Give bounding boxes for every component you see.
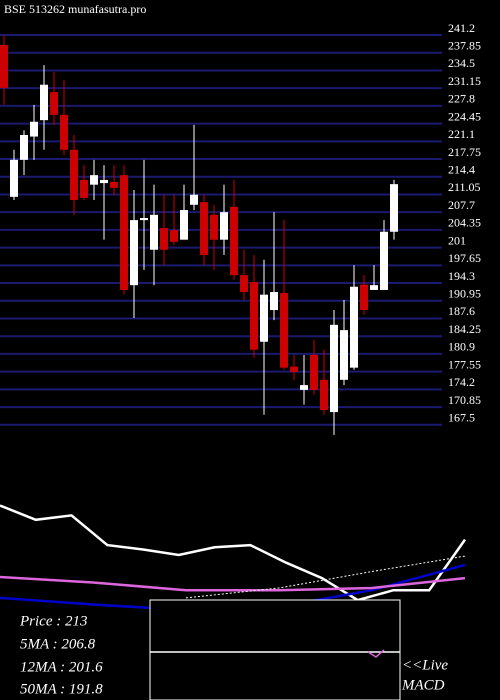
candle-body — [190, 194, 198, 205]
indicator-line — [185, 555, 466, 599]
candle-body — [300, 385, 308, 390]
y-tick-label: 231.15 — [448, 74, 481, 88]
legend-50ma: 50MA : 191.8 — [20, 681, 103, 697]
candle-body — [330, 324, 338, 413]
candle-body — [130, 220, 138, 286]
candle-body — [150, 214, 158, 250]
candle-body — [210, 214, 218, 240]
candle-body — [110, 182, 118, 188]
legend-12ma: 12MA : 201.6 — [20, 659, 103, 675]
candle-body — [340, 330, 348, 380]
y-tick-label: 217.75 — [448, 145, 481, 159]
y-tick-label: 207.7 — [448, 198, 475, 212]
candle-body — [320, 379, 328, 410]
candle-body — [20, 134, 28, 160]
candle-body — [160, 228, 168, 250]
candle-body — [260, 294, 268, 342]
y-tick-label: 194.3 — [448, 269, 475, 283]
y-tick-label: 187.6 — [448, 304, 475, 318]
y-tick-label: 234.5 — [448, 56, 475, 70]
indicator-panel — [149, 599, 401, 700]
candle-body — [120, 175, 128, 290]
chart-title: BSE 513262 munafasutra.pro — [4, 2, 146, 16]
y-tick-label: 167.5 — [448, 411, 475, 425]
candle-body — [310, 354, 318, 390]
legend-price: Price : 213 — [19, 613, 87, 629]
candle-body — [40, 84, 48, 121]
candle-body — [60, 114, 68, 150]
y-tick-label: 170.85 — [448, 393, 481, 407]
live-label: <<Live — [402, 657, 448, 673]
candle-body — [0, 45, 8, 88]
y-tick-label: 180.9 — [448, 340, 475, 354]
candle-body — [230, 206, 238, 276]
candle-body — [30, 121, 38, 137]
candle-body — [390, 184, 398, 232]
candle-body — [240, 275, 248, 293]
candle-body — [250, 281, 258, 350]
y-tick-label: 227.8 — [448, 92, 475, 106]
y-tick-label: 204.35 — [448, 216, 481, 230]
macd-signal — [367, 649, 385, 658]
candle-body — [10, 159, 18, 197]
legend-5ma: 5MA : 206.8 — [20, 636, 96, 652]
y-tick-label: 190.95 — [448, 287, 481, 301]
candle-body — [290, 366, 298, 372]
y-tick-label: 237.85 — [448, 38, 481, 52]
candle-body — [200, 202, 208, 256]
y-tick-label: 184.25 — [448, 322, 481, 336]
candle-body — [140, 218, 148, 221]
y-tick-label: 214.4 — [448, 163, 475, 177]
indicator-line — [0, 575, 466, 592]
candle-body — [370, 285, 378, 290]
candle-body — [100, 179, 108, 184]
candle-body — [360, 284, 368, 311]
y-tick-label: 201 — [448, 233, 466, 247]
candle-body — [50, 92, 58, 115]
candle-body — [380, 231, 388, 290]
indicator-line — [0, 504, 467, 602]
y-tick-label: 221.1 — [448, 127, 475, 141]
macd-box — [149, 599, 401, 700]
candle-body — [180, 210, 188, 240]
candle-body — [80, 179, 88, 198]
y-tick-label: 174.2 — [448, 375, 475, 389]
y-tick-label: 241.2 — [448, 21, 475, 35]
candle-body — [220, 212, 228, 240]
candle-body — [270, 292, 278, 311]
macd-label: MACD — [401, 677, 445, 693]
candle-body — [350, 286, 358, 368]
candle-body — [90, 175, 98, 185]
y-tick-label: 177.55 — [448, 357, 481, 371]
candle-body — [170, 230, 178, 242]
y-tick-label: 224.45 — [448, 109, 481, 123]
candle-body — [70, 149, 78, 201]
y-tick-label: 211.05 — [448, 180, 481, 194]
y-tick-label: 197.65 — [448, 251, 481, 265]
candle-body — [280, 293, 288, 368]
